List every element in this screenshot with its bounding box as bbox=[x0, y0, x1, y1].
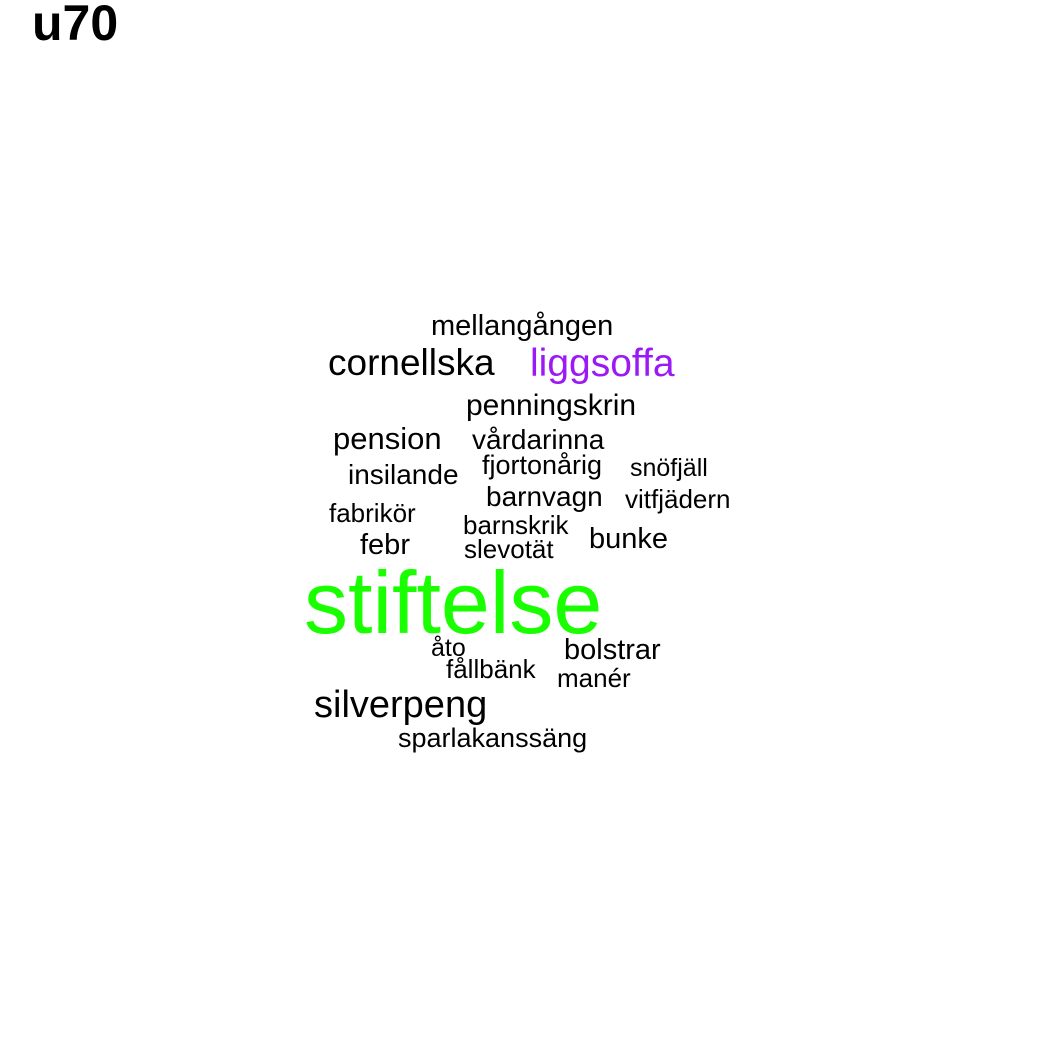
word-snofjall: snöfjäll bbox=[630, 454, 708, 482]
word-ato: åto bbox=[431, 634, 466, 662]
word-bolstrar: bolstrar bbox=[564, 634, 661, 666]
word-insilande: insilande bbox=[348, 459, 459, 490]
word-pension: pension bbox=[333, 421, 442, 456]
word-slevotat: slevotät bbox=[464, 534, 554, 564]
word-fjortonarig: fjortonårig bbox=[482, 450, 603, 480]
word-bunke: bunke bbox=[589, 523, 669, 555]
word-cornellska: cornellska bbox=[328, 342, 495, 383]
chart-title: u70 bbox=[32, 0, 119, 51]
word-vitfjadern: vitfjädern bbox=[625, 484, 731, 514]
word-barnskrik: barnskrik bbox=[463, 510, 569, 540]
word-maner: manér bbox=[557, 663, 631, 693]
word-vardarinna: vårdarinna bbox=[472, 424, 605, 455]
word-mellangangen: mellangången bbox=[431, 310, 614, 342]
word-fallbank: fållbänk bbox=[446, 654, 536, 684]
word-penningskrin: penningskrin bbox=[466, 389, 637, 422]
word-barnvagn: barnvagn bbox=[486, 481, 603, 512]
word-fabrikor: fabrikör bbox=[329, 498, 416, 528]
word-silverpeng: silverpeng bbox=[314, 684, 488, 726]
word-sparlakanssang: sparlakanssäng bbox=[398, 723, 588, 753]
word-liggsoffa: liggsoffa bbox=[530, 342, 675, 385]
word-febr: febr bbox=[360, 529, 410, 561]
word-stiftelse: stiftelse bbox=[304, 553, 603, 652]
